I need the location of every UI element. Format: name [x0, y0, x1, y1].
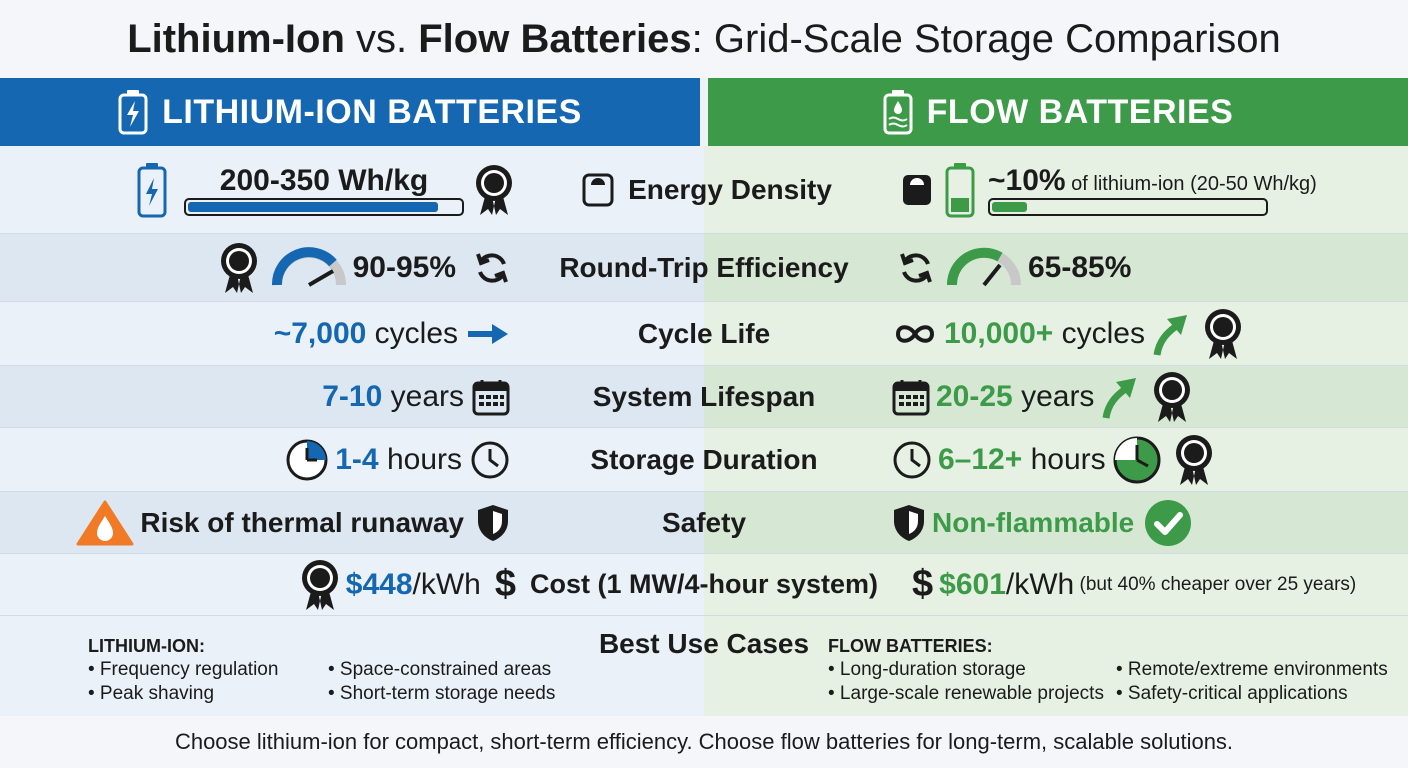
title-vs: vs.	[344, 16, 419, 61]
flow-battery-icon	[883, 89, 913, 135]
lithium-energy-density-value: 200-350 Wh/kg	[219, 163, 429, 197]
storage-duration-label: Storage Duration	[590, 443, 818, 475]
use-cases-title: Best Use Cases	[598, 628, 810, 659]
scale-icon	[582, 173, 614, 207]
low-battery-icon	[944, 162, 976, 218]
lithium-duration-number: 1-4	[335, 442, 379, 476]
flow-lifespan-unit: years	[1012, 379, 1095, 413]
award-ribbon-icon	[1203, 307, 1243, 361]
row-round-trip-efficiency: 90-95% Round-Trip Efficiency 65-85%	[0, 234, 1408, 302]
flow-energy-density-value: ~10%	[988, 163, 1066, 197]
row-cycle-life: ~7,000 cycles Cycle Life 10,000+ cycles	[0, 302, 1408, 366]
safety-label: Safety	[661, 506, 747, 538]
calendar-icon	[892, 378, 930, 416]
list-item: • Remote/extreme environments	[1116, 659, 1388, 680]
arrow-up-icon	[1100, 374, 1140, 420]
dollar-icon: $	[912, 563, 934, 605]
award-ribbon-icon	[1174, 433, 1214, 487]
system-lifespan-label: System Lifespan	[592, 380, 816, 412]
round-trip-efficiency-label: Round-Trip Efficiency	[559, 251, 849, 283]
list-item: • Space-constrained areas	[328, 659, 552, 680]
arrow-right-icon	[466, 322, 510, 346]
flow-cost-unit: /kWh	[1005, 567, 1075, 601]
flow-duration-unit: hours	[1022, 442, 1106, 476]
flow-cost-number: $601	[939, 567, 1006, 601]
flow-header: FLOW BATTERIES	[708, 78, 1408, 146]
lithium-header: LITHIUM-ION BATTERIES	[0, 78, 700, 146]
lithium-use-cases: LITHIUM-ION: • Frequency regulation • Sp…	[88, 636, 568, 705]
shield-icon	[476, 503, 510, 543]
list-item: • Long-duration storage	[828, 659, 1026, 680]
row-system-lifespan: 7-10 years System Lifespan 20-25 years	[0, 366, 1408, 428]
list-item: • Safety-critical applications	[1116, 683, 1348, 704]
clock-icon	[470, 440, 510, 480]
row-energy-density: 200-350 Wh/kg Energy Density ~10% of lit…	[0, 146, 1408, 234]
title-flow: Flow Batteries	[418, 16, 692, 61]
row-cost: $448/kWh $ Cost (1 MW/4-hour system) $ $…	[0, 554, 1408, 616]
infinity-icon	[892, 321, 938, 347]
flow-duration-number: 6–12+	[938, 442, 1023, 476]
lithium-lifespan-number: 7-10	[322, 379, 383, 413]
lithium-duration-unit: hours	[378, 442, 462, 476]
clock-icon	[285, 438, 329, 482]
arrow-up-icon	[1151, 311, 1191, 357]
flow-energy-density-note: of lithium-ion (20-50 Wh/kg)	[1065, 172, 1317, 195]
check-circle-icon	[1144, 499, 1192, 547]
flame-warning-icon	[76, 500, 134, 546]
lithium-use-cases-heading: LITHIUM-ION:	[88, 636, 205, 656]
flow-cost-note: (but 40% cheaper over 25 years)	[1074, 573, 1357, 595]
flow-use-cases-heading: FLOW BATTERIES:	[828, 636, 993, 656]
lithium-header-label: LITHIUM-ION BATTERIES	[162, 92, 582, 131]
award-ribbon-icon	[219, 241, 259, 295]
gauge-icon	[271, 246, 347, 289]
flow-safety-value: Non-flammable	[932, 506, 1135, 538]
refresh-icon	[898, 250, 934, 286]
award-ribbon-icon	[300, 558, 340, 612]
flow-header-label: FLOW BATTERIES	[926, 92, 1234, 131]
award-ribbon-icon	[1152, 370, 1192, 424]
title-rest: : Grid-Scale Storage Comparison	[691, 16, 1281, 61]
lithium-energy-density-bar	[184, 197, 464, 216]
dollar-icon: $	[494, 563, 516, 605]
lithium-efficiency-value: 90-95%	[352, 250, 456, 284]
award-ribbon-icon	[474, 163, 514, 217]
refresh-icon	[474, 250, 510, 286]
clock-icon	[892, 440, 932, 480]
page-title: Lithium-Ion vs. Flow Batteries : Grid-Sc…	[0, 0, 1408, 78]
energy-density-label: Energy Density	[628, 173, 832, 205]
row-storage-duration: 1-4 hours Storage Duration 6–12+ hours	[0, 428, 1408, 492]
flow-use-cases: FLOW BATTERIES: • Long-duration storage …	[828, 636, 1396, 705]
flow-efficiency-value: 65-85%	[1028, 250, 1132, 284]
lithium-cycle-life-number: ~7,000	[273, 316, 367, 350]
footer-summary: Choose lithium-ion for compact, short-te…	[0, 716, 1408, 768]
lithium-safety-value: Risk of thermal runaway	[140, 506, 464, 538]
flow-lifespan-number: 20-25	[936, 379, 1013, 413]
clock-icon	[1112, 435, 1162, 485]
flow-cycle-life-number: 10,000+	[944, 316, 1054, 350]
list-item: • Frequency regulation	[88, 659, 279, 680]
flow-energy-density-bar	[988, 197, 1268, 216]
row-safety: Risk of thermal runaway Safety Non-flamm…	[0, 492, 1408, 554]
lithium-cost-number: $448	[345, 567, 413, 601]
lithium-lifespan-unit: years	[382, 379, 464, 413]
lithium-cycle-life-unit: cycles	[366, 316, 458, 350]
cycle-life-label: Cycle Life	[637, 317, 771, 349]
cost-label: Cost (1 MW/4-hour system)	[529, 569, 879, 599]
battery-icon	[136, 162, 168, 218]
flow-cycle-life-unit: cycles	[1053, 316, 1145, 350]
title-lithium: Lithium-Ion	[127, 16, 345, 61]
list-item: • Large-scale renewable projects	[828, 683, 1104, 704]
scale-icon	[902, 173, 932, 207]
gauge-icon	[946, 247, 1022, 289]
calendar-icon	[472, 378, 510, 416]
battery-icon	[118, 89, 148, 135]
list-item: • Peak shaving	[88, 683, 215, 704]
lithium-cost-unit: /kWh	[412, 567, 481, 601]
shield-icon	[892, 503, 926, 543]
use-cases-section: LITHIUM-ION: • Frequency regulation • Sp…	[0, 616, 1408, 716]
list-item: • Short-term storage needs	[328, 683, 556, 704]
